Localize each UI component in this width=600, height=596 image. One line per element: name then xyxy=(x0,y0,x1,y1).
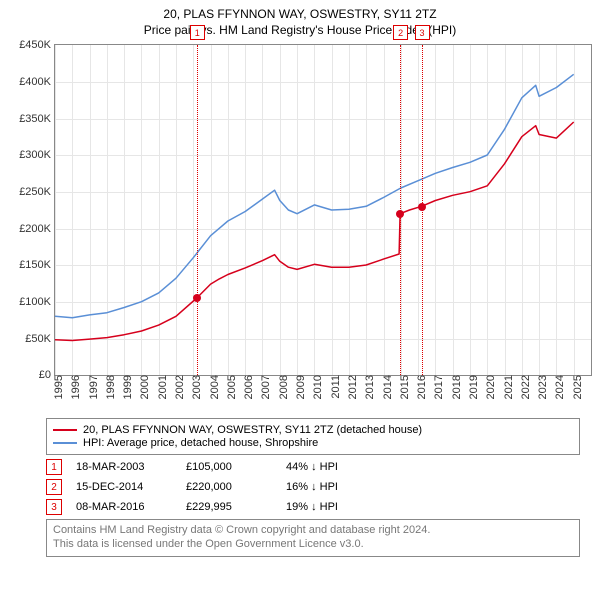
event-hpi-delta: 19% ↓ HPI xyxy=(286,501,376,513)
legend-item: 20, PLAS FFYNNON WAY, OSWESTRY, SY11 2TZ… xyxy=(53,424,573,436)
event-marker-label: 1 xyxy=(190,25,205,40)
x-axis-label: 1998 xyxy=(103,375,117,399)
x-axis-label: 2010 xyxy=(310,375,324,399)
y-axis-label: £50K xyxy=(11,333,51,345)
chart-title: 20, PLAS FFYNNON WAY, OSWESTRY, SY11 2TZ… xyxy=(0,6,600,38)
license-line2: This data is licensed under the Open Gov… xyxy=(53,538,573,552)
x-axis-label: 2005 xyxy=(224,375,238,399)
event-hpi-delta: 44% ↓ HPI xyxy=(286,461,376,473)
x-axis-label: 2012 xyxy=(345,375,359,399)
event-hpi-delta: 16% ↓ HPI xyxy=(286,481,376,493)
x-axis-label: 2000 xyxy=(137,375,151,399)
x-axis-label: 2020 xyxy=(483,375,497,399)
x-axis-label: 2018 xyxy=(449,375,463,399)
event-index: 1 xyxy=(46,459,62,475)
title-line1: 20, PLAS FFYNNON WAY, OSWESTRY, SY11 2TZ xyxy=(0,6,600,22)
event-price: £220,000 xyxy=(186,481,286,493)
x-axis-label: 2009 xyxy=(293,375,307,399)
y-axis-label: £0 xyxy=(11,369,51,381)
x-axis-label: 1997 xyxy=(86,375,100,399)
event-date: 18-MAR-2003 xyxy=(76,461,186,473)
x-axis-label: 2024 xyxy=(552,375,566,399)
license-line1: Contains HM Land Registry data © Crown c… xyxy=(53,524,573,538)
x-axis-label: 1995 xyxy=(51,375,65,399)
x-axis-label: 2023 xyxy=(535,375,549,399)
y-axis-label: £250K xyxy=(11,186,51,198)
x-axis-label: 1996 xyxy=(68,375,82,399)
x-axis-label: 2006 xyxy=(241,375,255,399)
legend-item: HPI: Average price, detached house, Shro… xyxy=(53,437,573,449)
event-price: £105,000 xyxy=(186,461,286,473)
event-marker-dot xyxy=(418,203,426,211)
x-axis-label: 2004 xyxy=(207,375,221,399)
event-price: £229,995 xyxy=(186,501,286,513)
event-marker-dot xyxy=(193,294,201,302)
x-axis-label: 2001 xyxy=(155,375,169,399)
x-axis-label: 2013 xyxy=(362,375,376,399)
y-axis-label: £150K xyxy=(11,259,51,271)
chart-lines xyxy=(55,45,591,375)
x-axis-label: 2021 xyxy=(501,375,515,399)
legend-label: 20, PLAS FFYNNON WAY, OSWESTRY, SY11 2TZ… xyxy=(83,424,422,436)
event-vline xyxy=(197,45,198,375)
legend-swatch xyxy=(53,429,77,431)
x-axis-label: 1999 xyxy=(120,375,134,399)
x-axis-label: 2003 xyxy=(189,375,203,399)
y-axis-label: £200K xyxy=(11,223,51,235)
x-axis-label: 2008 xyxy=(276,375,290,399)
x-axis-label: 2019 xyxy=(466,375,480,399)
title-line2: Price paid vs. HM Land Registry's House … xyxy=(0,22,600,38)
legend: 20, PLAS FFYNNON WAY, OSWESTRY, SY11 2TZ… xyxy=(46,418,580,455)
x-axis-label: 2015 xyxy=(397,375,411,399)
event-index: 2 xyxy=(46,479,62,495)
x-axis-label: 2011 xyxy=(328,375,342,399)
x-axis-label: 2014 xyxy=(380,375,394,399)
event-date: 08-MAR-2016 xyxy=(76,501,186,513)
x-axis-label: 2025 xyxy=(570,375,584,399)
y-axis-label: £450K xyxy=(11,39,51,51)
event-marker-dot xyxy=(396,210,404,218)
events-table: 1 18-MAR-2003£105,00044% ↓ HPI 2 15-DEC-201… xyxy=(46,459,580,515)
event-row: 1 18-MAR-2003£105,00044% ↓ HPI xyxy=(46,459,580,475)
legend-swatch xyxy=(53,442,77,444)
y-axis-label: £400K xyxy=(11,76,51,88)
x-axis-label: 2016 xyxy=(414,375,428,399)
series-property xyxy=(55,122,574,341)
y-axis-label: £100K xyxy=(11,296,51,308)
event-index: 3 xyxy=(46,499,62,515)
y-axis-label: £300K xyxy=(11,149,51,161)
y-axis-label: £350K xyxy=(11,113,51,125)
license-notice: Contains HM Land Registry data © Crown c… xyxy=(46,519,580,557)
event-row: 2 15-DEC-2014£220,00016% ↓ HPI xyxy=(46,479,580,495)
x-axis-label: 2002 xyxy=(172,375,186,399)
x-axis-label: 2007 xyxy=(258,375,272,399)
event-date: 15-DEC-2014 xyxy=(76,481,186,493)
legend-label: HPI: Average price, detached house, Shro… xyxy=(83,437,318,449)
event-marker-label: 2 xyxy=(393,25,408,40)
series-hpi xyxy=(55,75,574,318)
x-axis-label: 2017 xyxy=(431,375,445,399)
chart: £0 £50K £100K £150K £200K £250K £300K £350K £400… xyxy=(8,44,592,414)
x-axis-label: 2022 xyxy=(518,375,532,399)
event-marker-label: 3 xyxy=(415,25,430,40)
event-row: 3 08-MAR-2016£229,99519% ↓ HPI xyxy=(46,499,580,515)
chart-plot-area: £0£50K£100K£150K£200K£250K£300K£350K£400… xyxy=(54,44,592,376)
